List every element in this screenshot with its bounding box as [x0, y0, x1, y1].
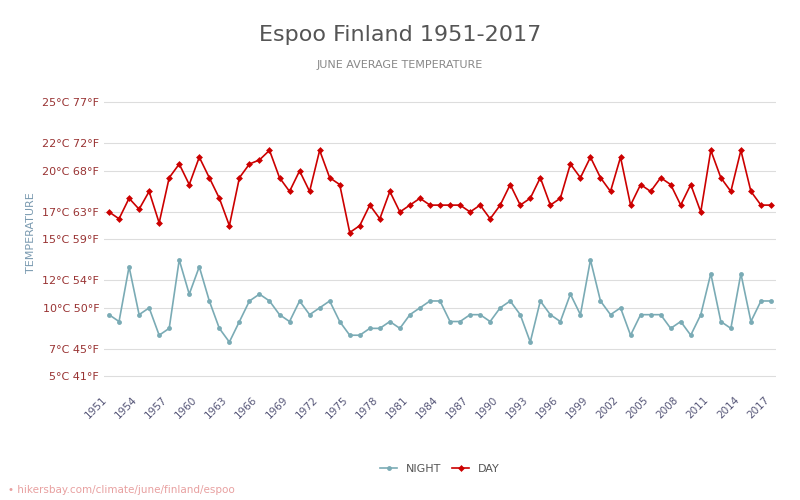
Line: NIGHT: NIGHT	[106, 258, 774, 344]
DAY	[345, 230, 354, 235]
Text: JUNE AVERAGE TEMPERATURE: JUNE AVERAGE TEMPERATURE	[317, 60, 483, 70]
DAY	[726, 188, 736, 194]
DAY	[185, 182, 194, 188]
Legend: NIGHT, DAY: NIGHT, DAY	[376, 460, 504, 479]
Text: Espoo Finland 1951-2017: Espoo Finland 1951-2017	[259, 25, 541, 45]
Y-axis label: TEMPERATURE: TEMPERATURE	[26, 192, 36, 273]
NIGHT	[225, 339, 234, 345]
NIGHT	[154, 332, 164, 338]
NIGHT	[626, 332, 635, 338]
NIGHT	[395, 326, 405, 332]
NIGHT	[194, 264, 204, 270]
DAY	[626, 202, 635, 208]
Text: • hikersbay.com/climate/june/finland/espoo: • hikersbay.com/climate/june/finland/esp…	[8, 485, 234, 495]
DAY	[154, 220, 164, 226]
NIGHT	[174, 257, 184, 263]
NIGHT	[425, 298, 434, 304]
NIGHT	[766, 298, 776, 304]
DAY	[104, 209, 114, 215]
DAY	[425, 202, 434, 208]
DAY	[265, 148, 274, 154]
Line: DAY: DAY	[106, 148, 774, 235]
DAY	[766, 202, 776, 208]
DAY	[395, 209, 405, 215]
NIGHT	[104, 312, 114, 318]
NIGHT	[726, 326, 736, 332]
